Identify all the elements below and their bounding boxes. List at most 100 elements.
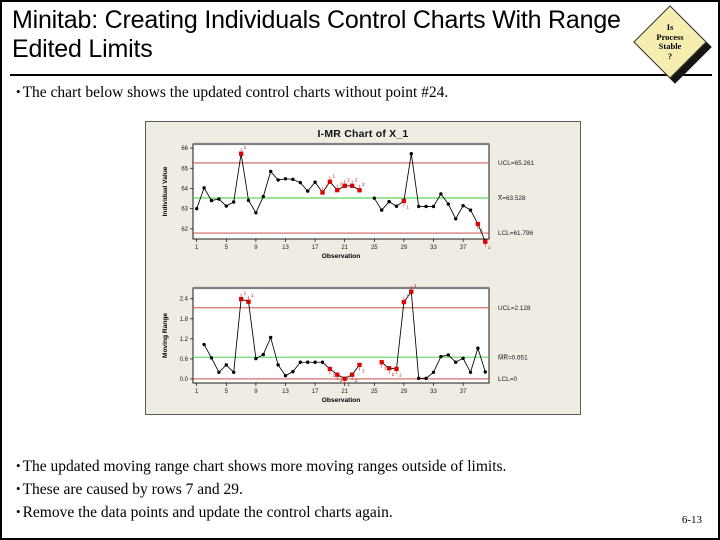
violation-label: 2: [362, 368, 365, 373]
page-number: 6-13: [681, 514, 702, 526]
ucl-label: UCL=2.128: [498, 305, 531, 312]
violation-label: 2: [355, 177, 358, 182]
data-point: [217, 197, 221, 201]
data-point-out-of-control: [342, 183, 347, 188]
data-point: [246, 198, 251, 203]
data-point: [372, 196, 376, 200]
data-point: [224, 204, 228, 208]
violation-label: 2: [362, 182, 365, 187]
data-point: [468, 370, 473, 374]
data-point: [320, 360, 325, 364]
x-tick-label: 17: [312, 245, 319, 251]
data-point-out-of-control: [320, 190, 325, 195]
y-axis-title: Moving Range: [162, 313, 169, 358]
imr-chart-panel: I-MR Chart of X_1 UCL=65.261 X̅=63.528 LCL…: [145, 121, 581, 415]
violation-label: 2: [384, 366, 387, 371]
diamond-line-3: Stable: [658, 41, 682, 51]
x-tick-label: 25: [371, 245, 378, 251]
violation-label: 2: [355, 378, 358, 383]
data-point-out-of-control: [349, 372, 355, 377]
bullet-text: The chart below shows the updated contro…: [22, 84, 449, 101]
x-tick-label: 37: [460, 245, 467, 251]
data-point: [461, 356, 465, 360]
center-label: M̅R̅=0.651: [498, 353, 528, 361]
data-point-out-of-control: [357, 188, 362, 193]
bullet-text: These are caused by rows 7 and 29.: [22, 481, 243, 498]
y-tick-label: 1.2: [180, 337, 189, 343]
data-point: [209, 356, 214, 360]
x-tick-label: 9: [254, 245, 258, 251]
violation-label: 1: [481, 228, 484, 233]
ucl-label: UCL=65.261: [498, 160, 535, 167]
data-point: [417, 376, 421, 381]
data-point-out-of-control: [238, 151, 244, 156]
y-tick-label: 63: [181, 207, 188, 213]
data-point: [202, 342, 206, 347]
title-divider: [10, 74, 712, 76]
violation-label: 2: [340, 378, 343, 383]
moving-range-chart: UCL=2.128 M̅R̅=0.651 LCL=0 0.0 0.6 1.2 1.8 2.4 1…: [162, 283, 531, 404]
x-axis-title: Observation: [322, 397, 360, 404]
data-point: [313, 180, 317, 184]
data-point: [431, 370, 436, 374]
data-point-out-of-control: [342, 376, 347, 381]
data-point: [276, 178, 280, 182]
data-point-out-of-control: [349, 183, 355, 188]
data-point-out-of-control: [246, 299, 251, 304]
y-tick-label: 66: [181, 146, 188, 152]
series-line: [373, 153, 486, 242]
data-point: [195, 206, 199, 211]
data-point: [298, 180, 302, 185]
data-point: [446, 353, 450, 357]
page-title: Minitab: Creating Individuals Control Ch…: [12, 6, 621, 63]
data-point: [380, 208, 384, 212]
x-tick-label: 5: [225, 245, 229, 251]
data-point: [454, 360, 458, 364]
y-tick-label: 2.4: [180, 297, 189, 303]
data-point-out-of-control: [357, 362, 362, 368]
data-point: [409, 152, 413, 156]
data-point: [217, 370, 221, 374]
data-point: [224, 363, 228, 367]
x-tick-label: 25: [371, 389, 378, 395]
data-point: [313, 360, 317, 364]
data-point-out-of-control: [483, 239, 488, 244]
data-point: [254, 211, 258, 215]
data-point: [261, 352, 265, 357]
data-point: [269, 169, 273, 174]
data-point: [232, 200, 236, 204]
x-tick-label: 21: [341, 245, 348, 251]
data-point-out-of-control: [379, 360, 384, 365]
data-point: [232, 370, 236, 374]
is-process-stable-diamond: Is Process Stable ?: [632, 5, 712, 84]
violation-label: 2: [325, 184, 328, 189]
x-tick-label: 21: [341, 389, 348, 395]
violation-label: 1: [244, 145, 247, 150]
intro-bullet-list: • The chart below shows the updated contr…: [16, 82, 448, 103]
violation-label: 1: [414, 283, 417, 288]
violation-label: 2: [333, 372, 336, 377]
list-item: • The updated moving range chart shows mo…: [16, 456, 506, 477]
violation-label: 1: [488, 245, 491, 250]
diamond-label: Is Process Stable ?: [644, 16, 696, 68]
data-point-out-of-control: [409, 289, 414, 294]
data-point: [291, 177, 295, 182]
y-tick-label: 0.0: [180, 377, 189, 383]
x-tick-label: 17: [312, 389, 319, 395]
violation-label: 2: [347, 382, 350, 387]
data-point: [291, 369, 295, 374]
data-point: [446, 202, 450, 206]
data-point-out-of-control: [401, 299, 407, 305]
y-tick-label: 64: [181, 186, 188, 192]
y-tick-label: 1.8: [180, 317, 189, 323]
x-tick-label: 33: [430, 389, 437, 395]
data-point: [283, 177, 288, 181]
imr-chart-svg: UCL=65.261 X̅=63.528 LCL=61.796 62 63 64 65 66 1…: [162, 142, 535, 404]
list-item: • The chart below shows the updated contr…: [16, 82, 448, 103]
data-point: [468, 208, 473, 212]
data-point: [261, 194, 265, 199]
data-point: [417, 204, 421, 209]
y-axis-title: Individual Value: [162, 166, 169, 216]
x-tick-label: 1: [195, 389, 199, 395]
data-point-out-of-control: [394, 366, 399, 372]
